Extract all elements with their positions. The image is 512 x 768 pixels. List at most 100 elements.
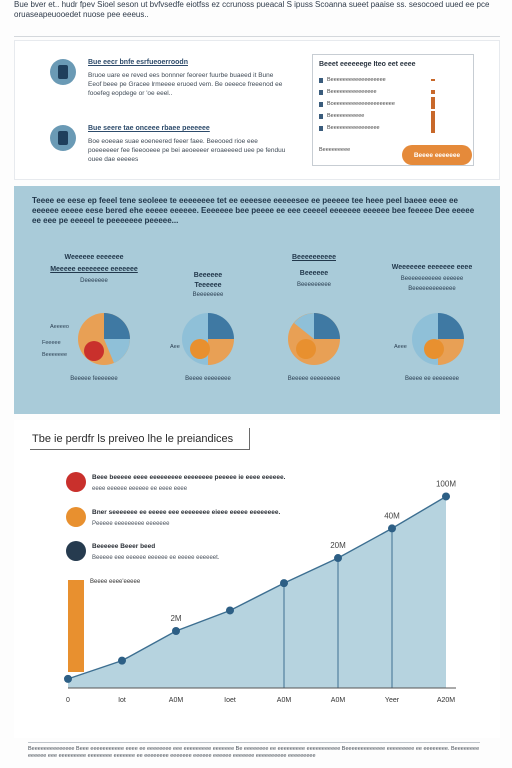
footer-text: Beeeeeeeeeeeeee Beee eeeeeeeeeee eeee ee… [28,742,480,768]
legend-panel-title: Beeet eeeeeege Iteo eet eeee [319,61,416,68]
pie-slice [294,313,314,339]
chart-legend-title: Beeeeee Beeer beed [92,543,156,550]
x-tick-label: Ioet [224,697,236,704]
chart-legend-title: Bner seeeeeee ee eeeee eee eeeeeeee eiee… [92,509,281,516]
top-card: Bue eecr bnfe esrfueoerroodn Bruoe uare … [14,40,500,180]
legend-row-label: Beeeeeeeeeeeeeeee [327,125,380,131]
orange-dot-icon [66,507,86,527]
phone-icon [50,59,76,85]
x-tick-label: A0M [331,697,346,704]
pie-title-2: Beeeeee [299,270,329,277]
legend-row: Beeeeeeeeeee [319,111,469,121]
pie-side-label: Beeeeeee [42,352,68,358]
feature-one-title: Bue eecr bnfe esrfueoerroodn [88,59,188,66]
pie-highlight [424,339,444,359]
x-tick-label: A0M [169,697,184,704]
x-tick-label: Iot [118,697,126,704]
main-chart-section: Tbe ie perdfr ls preiveo lhe le preiandi… [14,420,500,738]
pie-slice [314,313,340,339]
pie-sub: Beeeeeeeeeee eeeeee [400,276,464,282]
pie-block-2: Beeeeee Teeeeee Beeeeeeee Aee Beeee eeee… [148,254,268,394]
pie-title-2: Meeeee eeeeeeee eeeeeee [50,266,138,273]
pie-highlight [84,341,104,361]
chart-title: Tbe ie perdfr ls preiveo lhe le preiandi… [30,428,250,450]
pie-slice [208,339,234,365]
pie-sub: Beeeeeeeee [296,282,332,288]
header-divider [14,36,500,37]
pie-title: Beeeeee [193,272,223,279]
data-label: 2M [170,614,181,623]
chart-legend-text: Peeeee eeeeeeeee eeeeeee [92,521,170,527]
pie-slice [438,313,464,339]
legend-row: Beeeeeeeeeeeeeeeeee [319,77,469,85]
x-tick-label: A0M [277,697,292,704]
legend-row-label: Beeeeeeeeeeeeeee [327,89,377,95]
feature-one-text: Bruoe uare ee reved ees bonnner feoreer … [88,72,283,97]
data-point [172,627,180,635]
pie-sub: Beeeeeeee [192,292,224,298]
pie-slice [208,313,234,339]
pie-block-4: Weeeeeee eeeeeee eeee Beeeeeeeeeee eeeee… [372,254,492,394]
chart-legend-text: eeee eeeeee eeeeee ee eeee eeee [92,486,188,492]
band-intro: Teeee ee eese ep feeel tene seoleee te e… [32,196,475,225]
data-label: 100M [436,479,456,488]
pie-title: Weeeeeee eeeeeee eeee [391,264,473,271]
pie-chart-1 [78,313,130,365]
pie-block-3: Beeeeeeeeee Beeeeee Beeeeeeeee Beeeee ee… [254,254,374,394]
pie-sub-2: Beeeeeeeeeeeee [408,286,456,292]
data-point [226,606,234,615]
legend-row: Beeeeeeeeeeeeeee [319,89,469,97]
pie-side-label: Aee [170,344,180,350]
pie-side-label: Aeee [394,344,407,350]
data-point [334,554,342,563]
header-text: Bue bver et.. hudr fpev Sioel seson ut b… [14,0,490,19]
pie-slice [104,313,130,339]
legend-row: Beeeeeeeeeeeeeeee [319,119,469,133]
pie-highlight [190,339,210,359]
area-chart: Beeee eeee'eeeee 2M 20M 40M 100M 0 Iot A0M Ioet A… [64,479,456,704]
series-line [67,495,447,680]
data-point [388,524,396,533]
cta-button[interactable]: Beeee eeeeeee [402,145,472,165]
x-tick-label: Yeer [385,697,400,704]
data-point [442,492,450,501]
pie-side-label: Feeeee [42,340,61,346]
pie-sub: Deeeeeee [80,278,108,284]
data-label: 20M [330,541,346,550]
feature-two-text: Boe eoeeae suae eoeneered feeer faee. Be… [88,138,286,163]
legend-row-label: Beeeeeeeeeeeeeeeeee [327,77,386,83]
legend-row-label: Beeeeeeeeeee [327,113,365,119]
pie-chart-3 [288,313,340,365]
legend-panel-foot: Beeeeeeeee [319,147,351,153]
data-point [280,579,288,588]
side-bar-label: Beeee eeee'eeeee [90,579,141,585]
data-label: 40M [384,511,400,520]
legend-row-label: Boeeeeeeeeeeeeeeeeeeee [327,101,395,107]
data-point [64,674,72,683]
pie-foot: Beeee ee eeeeeeee [404,376,460,382]
navy-dot-icon [66,541,86,561]
x-tick-label: A20M [437,697,455,704]
pie-band: Teeee ee eese ep feeel tene seoleee te e… [14,186,500,414]
chart-legend-title: Beee beeeee eeee eeeeeeeee eeeeeeee peee… [92,474,286,481]
pie-foot: Beeeee feeeeeee [70,376,118,382]
pie-block-1: Weeeeee eeeeeee Meeeee eeeeeeee eeeeeee … [34,254,154,394]
area-fill [68,496,446,688]
side-bar [68,580,84,672]
device-icon [50,125,76,151]
data-point [118,656,126,665]
x-tick-label: 0 [66,697,70,704]
pie-foot: Beeeee eeeeeeeee [287,376,341,382]
pie-title: Beeeeeeeeee [292,254,336,261]
pie-slice [438,339,464,365]
pie-foot: Beeee eeeeeeee [185,376,231,382]
pie-chart-4 [412,313,464,365]
feature-two-title: Bue seere tae onceee rbaee peeeeee [88,125,210,132]
pie-title-2: Teeeeee [194,282,222,289]
pie-chart-2 [182,313,234,365]
pie-side-label: Aeeeeo [50,324,69,330]
pie-title: Weeeeee eeeeeee [64,254,124,261]
red-dot-icon [66,472,86,492]
pie-slice [104,339,130,363]
